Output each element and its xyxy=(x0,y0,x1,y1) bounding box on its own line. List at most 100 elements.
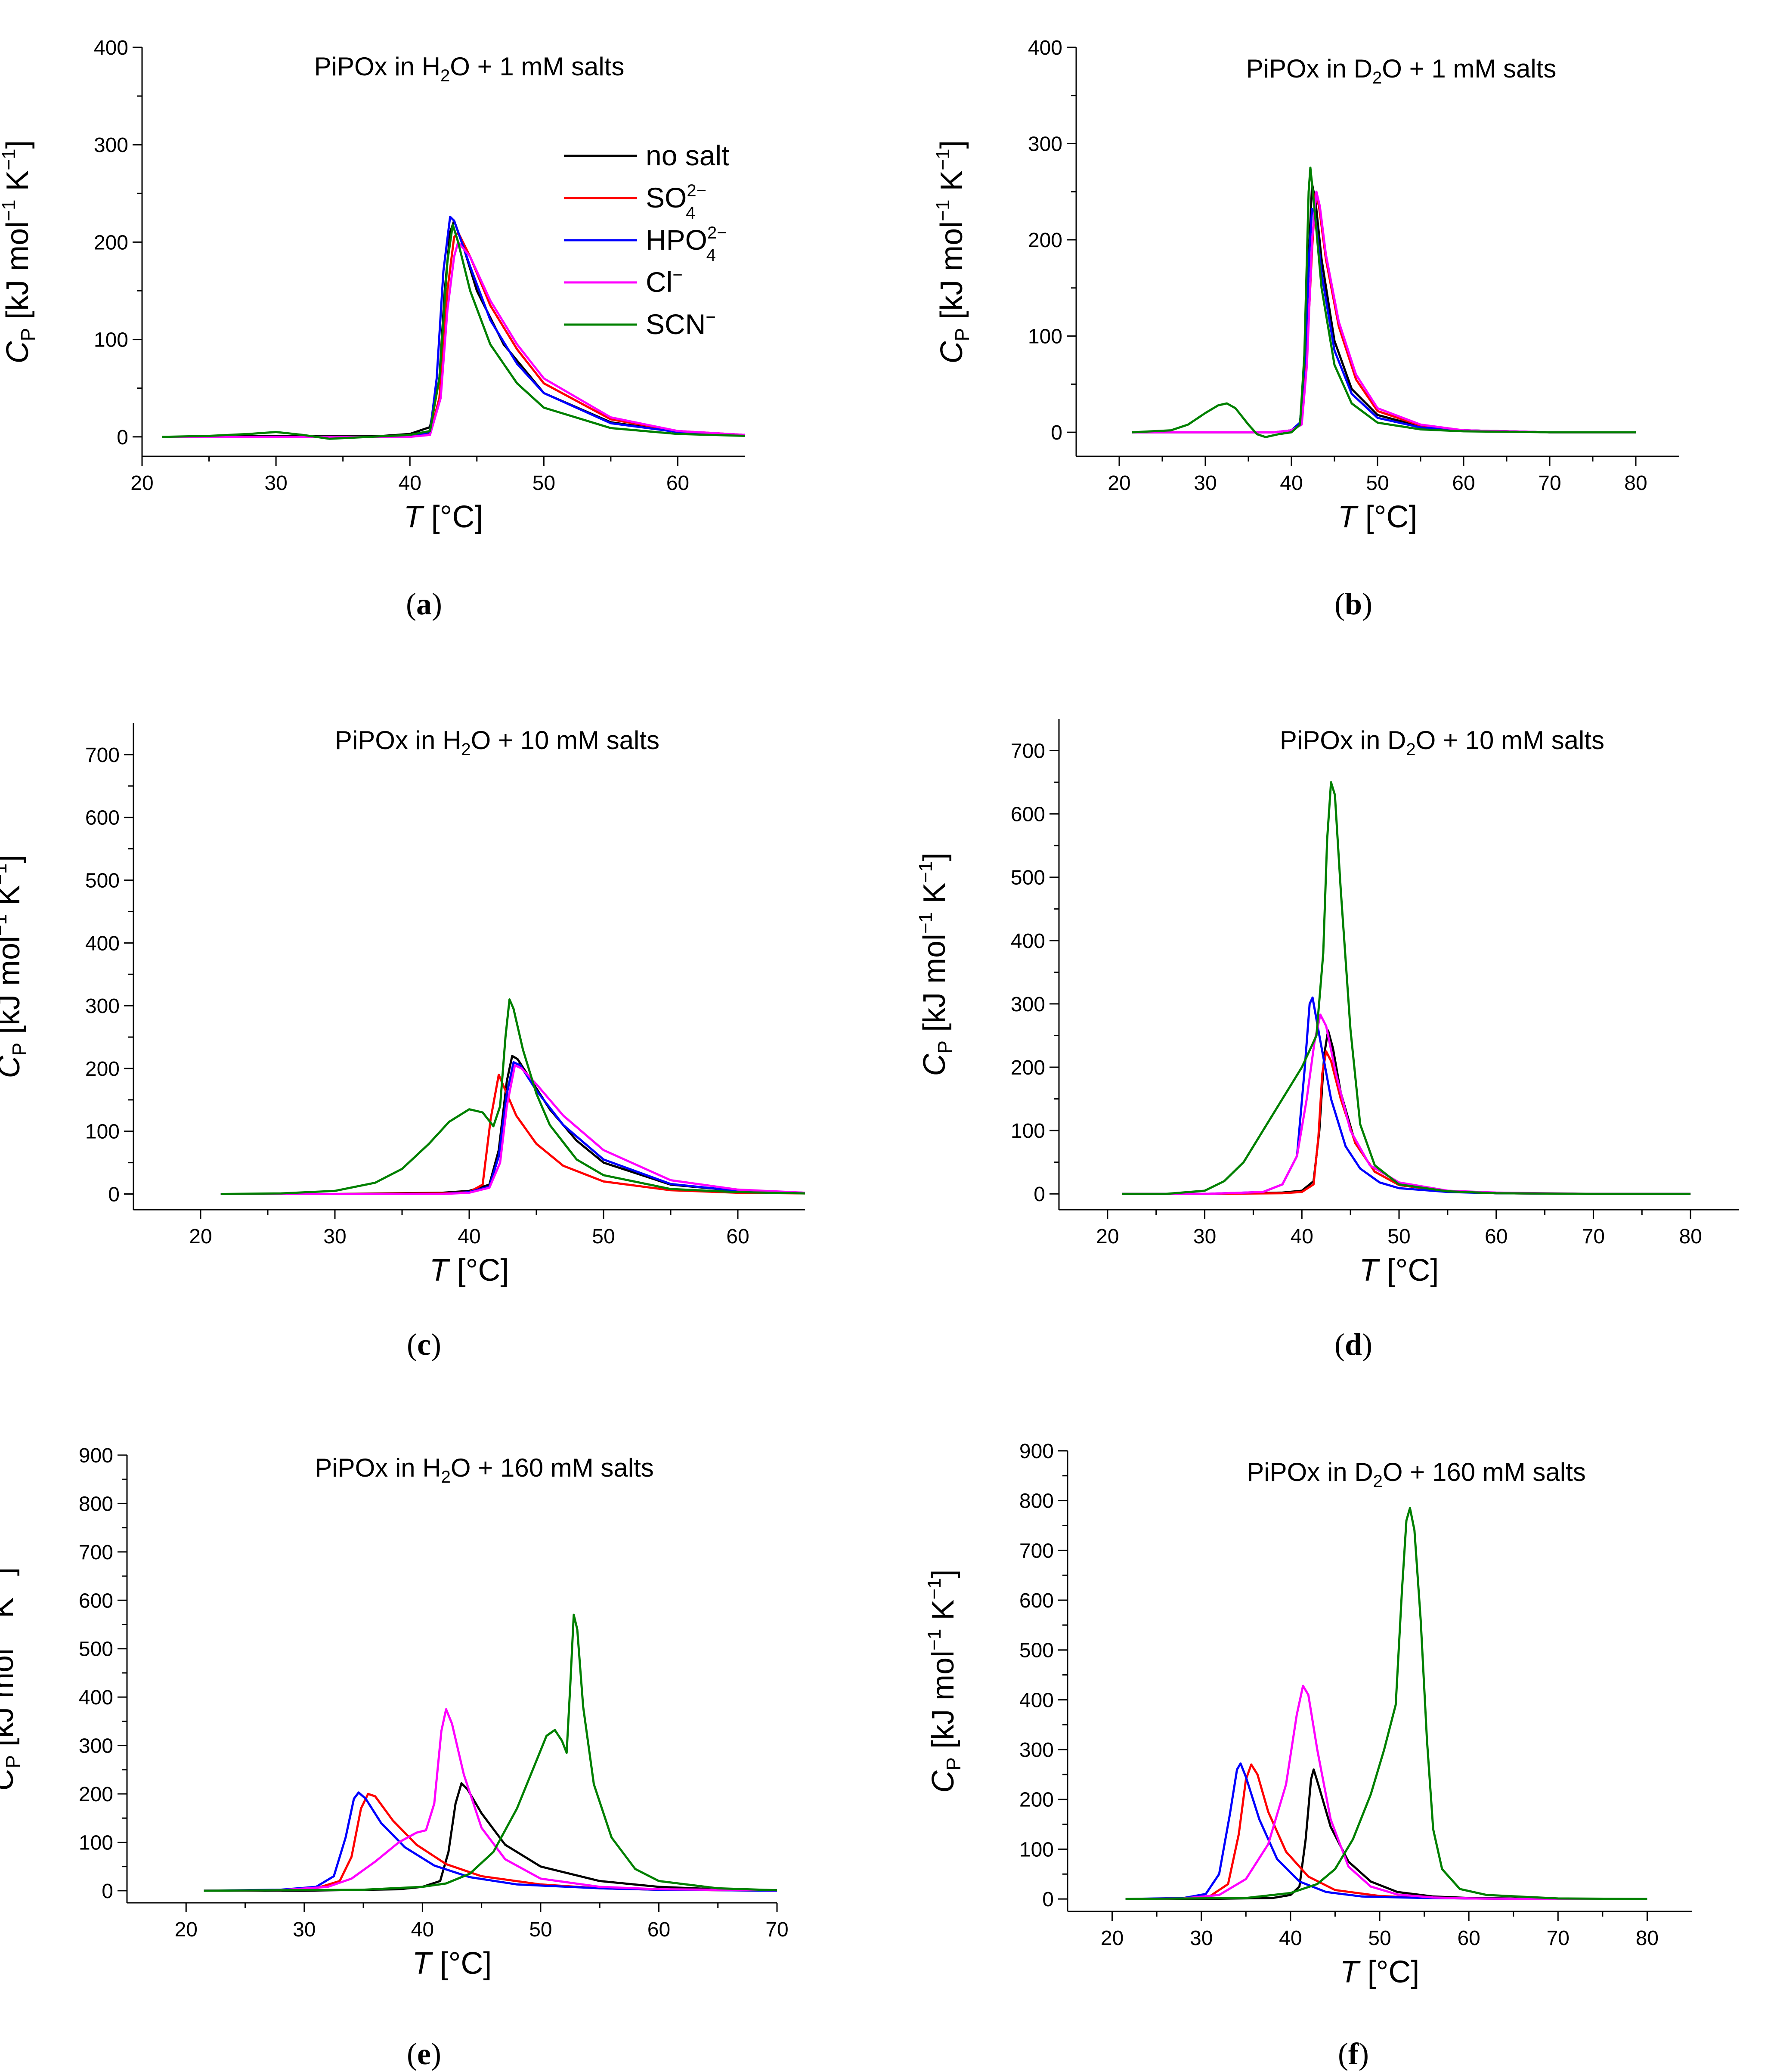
y-axis-title: CP [kJ mol−1 K−1] xyxy=(0,855,31,1078)
x-axis-title: T [°C] xyxy=(430,1253,509,1288)
x-tick-label: 30 xyxy=(323,1225,346,1248)
y-tick-label: 100 xyxy=(1011,1120,1045,1143)
y-tick-label: 500 xyxy=(1019,1639,1054,1662)
y-tick-label: 400 xyxy=(1019,1689,1054,1712)
y-axis-title: CP [kJ mol−1 K−1] xyxy=(0,1567,24,1790)
series-line-Cl xyxy=(1132,190,1636,434)
series-line-no_salt xyxy=(1122,1029,1691,1195)
y-axis-title: CP [kJ mol−1 K−1] xyxy=(924,1569,965,1793)
y-axis-title: CP [kJ mol−1 K−1] xyxy=(0,140,39,363)
x-tick-label: 70 xyxy=(1538,472,1561,495)
series-line-Cl xyxy=(220,1064,805,1195)
x-tick-label: 70 xyxy=(1547,1927,1570,1950)
series-line-SO4 xyxy=(1122,1050,1691,1195)
y-tick-label: 200 xyxy=(79,1783,113,1806)
y-tick-label: 700 xyxy=(1011,740,1045,763)
x-tick-label: 60 xyxy=(1457,1927,1480,1950)
y-tick-label: 600 xyxy=(1019,1589,1054,1612)
series-line-HPO4 xyxy=(204,1791,777,1892)
y-tick-label: 400 xyxy=(1011,930,1045,953)
series-line-SO4 xyxy=(204,1793,777,1892)
series-line-Cl xyxy=(1125,1685,1647,1900)
y-tick-label: 100 xyxy=(79,1831,113,1854)
y-tick-label: 300 xyxy=(94,134,128,157)
x-tick-label: 40 xyxy=(458,1225,480,1248)
x-axis-title: T [°C] xyxy=(412,1946,492,1981)
series-line-no_salt xyxy=(204,1782,777,1892)
y-tick-label: 100 xyxy=(85,1121,120,1143)
x-tick-label: 50 xyxy=(1366,472,1389,495)
series-line-SO4 xyxy=(1125,1763,1647,1900)
panel-title: PiPOx in H2O + 10 mM salts xyxy=(335,726,659,759)
series-line-Cl xyxy=(1122,1013,1691,1195)
y-tick-label: 300 xyxy=(1028,133,1062,156)
x-tick-label: 40 xyxy=(399,472,421,495)
series-line-HPO4 xyxy=(1132,208,1636,434)
y-tick-label: 600 xyxy=(1011,803,1045,826)
y-tick-label: 0 xyxy=(1034,1183,1045,1206)
x-tick-label: 30 xyxy=(1193,1225,1216,1248)
x-tick-label: 60 xyxy=(666,472,689,495)
y-tick-label: 600 xyxy=(85,807,120,830)
y-tick-label: 0 xyxy=(1051,421,1062,444)
y-tick-label: 200 xyxy=(1011,1056,1045,1079)
x-axis-title: T [°C] xyxy=(1359,1253,1439,1288)
y-tick-label: 0 xyxy=(108,1183,120,1206)
x-tick-label: 20 xyxy=(175,1918,198,1941)
panel-title: PiPOx in H2O + 1 mM salts xyxy=(314,52,625,85)
x-axis-title: T [°C] xyxy=(1340,1955,1420,1989)
series-line-SCN xyxy=(1125,1507,1647,1900)
caption-e: (e) xyxy=(407,2037,441,2071)
series-line-HPO4 xyxy=(220,1061,805,1195)
y-axis-title: CP [kJ mol−1 K−1] xyxy=(915,852,956,1076)
x-tick-label: 80 xyxy=(1624,472,1647,495)
x-axis-title: T [°C] xyxy=(404,500,483,534)
y-tick-label: 900 xyxy=(79,1444,113,1467)
legend-label-SO4: SO2− 4 xyxy=(646,181,706,223)
caption-a: (a) xyxy=(406,587,442,621)
x-tick-label: 60 xyxy=(1452,472,1475,495)
x-tick-label: 20 xyxy=(130,472,153,495)
y-tick-label: 100 xyxy=(1028,325,1062,348)
y-tick-label: 300 xyxy=(1019,1739,1054,1762)
series-line-SCN xyxy=(162,223,745,440)
x-tick-label: 40 xyxy=(1291,1225,1313,1248)
y-tick-label: 800 xyxy=(79,1493,113,1515)
series-line-SCN xyxy=(220,998,805,1195)
series-line-HPO4 xyxy=(1125,1762,1647,1900)
y-tick-label: 0 xyxy=(102,1880,113,1903)
series-line-SCN xyxy=(1132,166,1636,438)
x-tick-label: 40 xyxy=(1279,1927,1302,1950)
caption-b: (b) xyxy=(1334,587,1372,621)
legend-label-no_salt: no salt xyxy=(646,139,729,171)
legend-label-Cl: Cl− xyxy=(646,266,683,298)
x-tick-label: 20 xyxy=(1101,1927,1124,1950)
x-tick-label: 20 xyxy=(189,1225,212,1248)
panel-title: PiPOx in D2O + 1 mM salts xyxy=(1246,54,1557,87)
x-tick-label: 50 xyxy=(1368,1927,1391,1950)
series-line-HPO4 xyxy=(1122,996,1691,1195)
x-tick-label: 20 xyxy=(1108,472,1130,495)
chart-panel-f: 20 30 40 50 60 70 8001002003004005006007008009… xyxy=(924,1440,1692,1989)
x-tick-label: 40 xyxy=(411,1918,434,1941)
series-line-SCN xyxy=(1122,781,1691,1195)
x-tick-label: 50 xyxy=(592,1225,615,1248)
y-tick-label: 900 xyxy=(1019,1440,1054,1463)
y-tick-label: 200 xyxy=(1019,1789,1054,1812)
panel-title: PiPOx in D2O + 10 mM salts xyxy=(1280,726,1604,759)
y-tick-label: 100 xyxy=(1019,1838,1054,1861)
x-tick-label: 50 xyxy=(532,472,555,495)
series-line-no_salt xyxy=(1125,1768,1647,1900)
x-tick-label: 60 xyxy=(1485,1225,1508,1248)
y-tick-label: 0 xyxy=(1042,1888,1054,1911)
caption-d: (d) xyxy=(1334,1327,1372,1362)
y-tick-label: 600 xyxy=(79,1589,113,1612)
chart-panel-e: 20 30 40 50 60 700100200300400500600700800900… xyxy=(0,1444,789,1981)
caption-c: (c) xyxy=(407,1327,441,1362)
x-tick-label: 40 xyxy=(1280,472,1303,495)
x-tick-label: 60 xyxy=(726,1225,749,1248)
x-tick-label: 70 xyxy=(765,1918,788,1941)
